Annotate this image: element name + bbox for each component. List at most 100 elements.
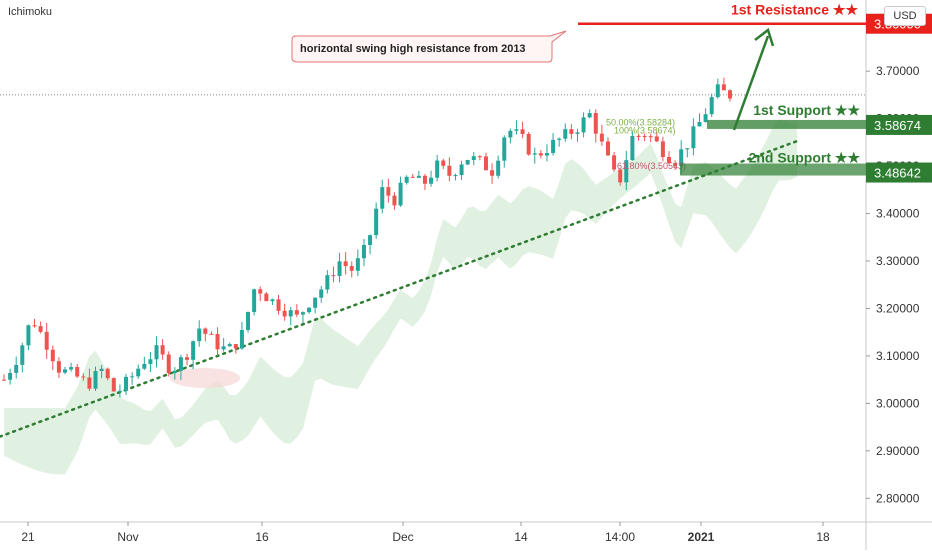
x-tick-label: 2021 — [688, 530, 715, 544]
candle-body — [172, 370, 177, 374]
candle-body — [136, 368, 141, 377]
candle-body — [422, 175, 427, 184]
x-tick-label: 16 — [255, 530, 269, 544]
indicator-label[interactable]: Ichimoku — [8, 6, 53, 18]
candle-body — [325, 275, 330, 290]
fib-50-label: 50.00%(3.58284) — [606, 118, 675, 128]
candle-body — [355, 258, 360, 271]
candle-body — [270, 299, 275, 302]
candle-body — [465, 160, 470, 165]
candle-body — [660, 141, 665, 157]
candle-body — [618, 169, 623, 183]
candle-body — [288, 310, 293, 317]
resistance-label: 1st Resistance ★★ — [731, 2, 858, 18]
candle-body — [105, 368, 110, 379]
candle-body — [69, 367, 74, 370]
candle-body — [581, 117, 586, 133]
candle-body — [294, 310, 299, 315]
support2-price-tag-label: 3.48642 — [874, 166, 921, 181]
candle-body — [20, 345, 25, 365]
candle-body — [520, 129, 525, 134]
candle-body — [380, 187, 385, 209]
candle-body — [410, 176, 415, 178]
candle-body — [624, 160, 629, 183]
y-tick-label: 3.10000 — [876, 349, 920, 363]
candle-body — [221, 346, 226, 350]
candle-body — [630, 135, 635, 161]
x-tick-label: Dec — [392, 530, 413, 544]
candle-body — [239, 330, 244, 349]
candle-body — [191, 341, 196, 360]
y-tick-label: 2.80000 — [876, 491, 920, 505]
candle-body — [648, 136, 653, 138]
candle-body — [636, 135, 641, 137]
candle-body — [215, 333, 220, 350]
candle-body — [673, 163, 678, 166]
candle-body — [26, 325, 31, 346]
support2-zone — [680, 163, 866, 176]
y-tick-label: 3.20000 — [876, 301, 920, 315]
support2-label: 2nd Support ★★ — [749, 150, 861, 166]
candle-body — [386, 187, 391, 196]
y-tick-label: 3.30000 — [876, 254, 920, 268]
candle-body — [63, 369, 68, 373]
candle-body — [154, 345, 159, 360]
candle-body — [435, 160, 440, 178]
candle-body — [721, 84, 726, 91]
candle-body — [93, 371, 98, 389]
candle-body — [307, 307, 312, 313]
candle-body — [404, 176, 409, 183]
candle-body — [282, 310, 287, 317]
y-tick-label: 3.00000 — [876, 396, 920, 410]
candle-body — [728, 90, 732, 99]
projection-arrowhead — [754, 27, 775, 47]
candle-body — [124, 376, 129, 391]
support1-price-tag-label: 3.58674 — [874, 118, 921, 133]
candle-body — [38, 326, 43, 332]
candle-body — [496, 160, 501, 176]
x-tick-label: Nov — [117, 530, 138, 544]
support2-price-tag — [866, 162, 932, 183]
candle-body — [599, 133, 604, 142]
candle-body — [526, 133, 531, 155]
candle-body — [264, 293, 269, 302]
x-tick-label: 21 — [21, 530, 35, 544]
x-tick-label: 14 — [514, 530, 528, 544]
candle-body — [185, 357, 190, 360]
candle-body — [75, 367, 80, 377]
candle-body — [453, 175, 458, 177]
callout-text: horizontal swing high resistance from 20… — [300, 43, 526, 55]
candle-body — [715, 84, 720, 98]
candle-body — [703, 114, 708, 123]
callout-box — [291, 30, 567, 63]
candle-body — [197, 328, 202, 342]
candle-body — [551, 139, 556, 153]
currency-badge[interactable]: USD — [884, 6, 926, 26]
candle-body — [337, 261, 342, 276]
candle-body — [142, 363, 147, 369]
candle-body — [483, 156, 488, 171]
candle-body — [252, 289, 257, 313]
candle-body — [32, 325, 37, 327]
support1-price-tag — [866, 114, 932, 135]
candle-body — [8, 372, 13, 380]
candle-body — [593, 113, 598, 134]
candle-body — [477, 156, 482, 158]
fib-618-label: 61.80%(3.50543) — [617, 161, 686, 171]
support1-zone — [707, 119, 866, 129]
candle-body — [685, 148, 690, 150]
candle-body — [612, 155, 617, 170]
candle-body — [557, 138, 562, 140]
candle-body — [654, 136, 659, 142]
candle-body — [392, 195, 397, 206]
candle-body — [587, 113, 592, 118]
candle-body — [276, 299, 281, 311]
candle-body — [416, 175, 421, 178]
candle-body — [471, 156, 476, 161]
projection-arrow — [732, 35, 770, 131]
candle-body — [111, 378, 116, 392]
candle-body — [697, 122, 702, 127]
candle-body — [642, 136, 647, 138]
